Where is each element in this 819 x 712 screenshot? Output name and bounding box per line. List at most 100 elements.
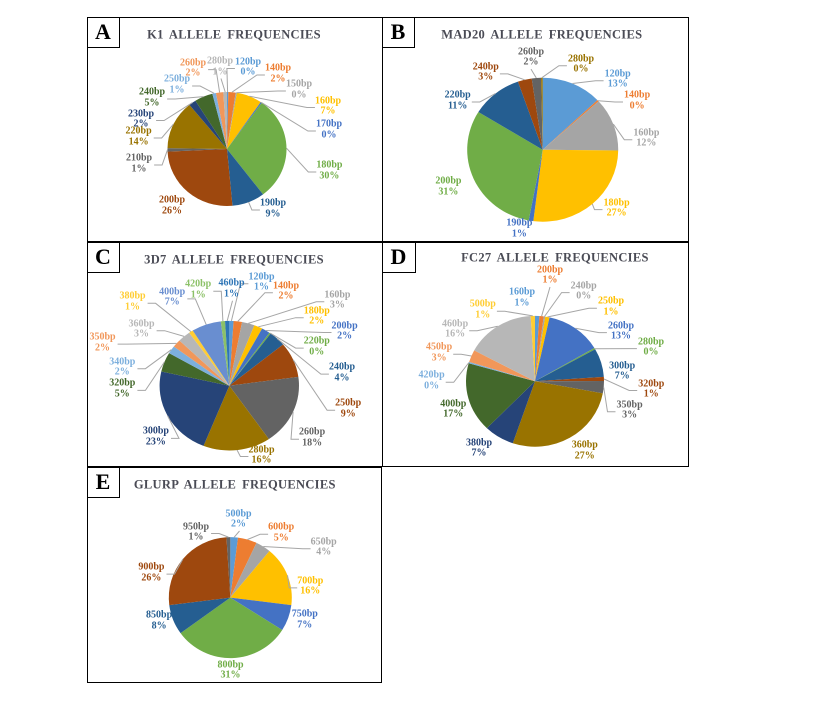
leader-line-250bp bbox=[547, 307, 597, 318]
slice-label-percent: 23% bbox=[145, 436, 166, 448]
slice-label-percent: 13% bbox=[611, 330, 631, 342]
slice-label-percent: 1% bbox=[542, 274, 558, 286]
pie-chart-c bbox=[117, 283, 336, 457]
panel-c: C 3D7 ALLELE FREQUENCIES 120bp 1% 140bp 2% 160… bbox=[86, 241, 383, 467]
leader-line-500bp bbox=[233, 530, 240, 538]
pie-slice-900bp bbox=[168, 537, 231, 606]
slice-label-380bp: 380bp 1% bbox=[119, 290, 146, 313]
leader-line-240bp bbox=[167, 96, 204, 100]
slice-label-category: 400bp bbox=[440, 398, 467, 410]
pie-slice-190bp bbox=[227, 149, 264, 206]
slice-label-percent: 7% bbox=[297, 619, 313, 631]
leader-line-460bp bbox=[469, 325, 498, 332]
pie-slice-200bp bbox=[535, 316, 544, 382]
slice-label-category: 500bp bbox=[225, 508, 252, 519]
slice-label-percent: 2% bbox=[114, 366, 130, 378]
slice-label-percent: 3% bbox=[622, 409, 638, 421]
pie-slice-170bp bbox=[227, 102, 262, 149]
slice-label-500bp: 500bp 2% bbox=[225, 508, 252, 530]
slice-label-percent: 1% bbox=[125, 301, 140, 313]
slice-label-320bp: 320bp 5% bbox=[109, 378, 135, 400]
slice-label-percent: 18% bbox=[302, 437, 323, 449]
slice-label-160bp: 160bp 3% bbox=[324, 290, 350, 311]
leader-line-150bp bbox=[236, 90, 286, 94]
slice-label-420bp: 420bp 0% bbox=[419, 370, 445, 392]
slice-label-460bp: 460bp 16% bbox=[442, 319, 468, 340]
leader-line-120bp bbox=[572, 80, 604, 84]
slice-label-category: 230bp bbox=[127, 108, 155, 119]
slice-label-percent: 2% bbox=[270, 73, 286, 84]
slice-label-percent: 1% bbox=[169, 84, 185, 95]
slice-label-360bp: 360bp 27% bbox=[572, 440, 598, 462]
slice-label-category: 200bp bbox=[331, 320, 358, 331]
panel-d: D FC27 ALLELE FREQUENCIES 160bp 1% 200bp 1% 24… bbox=[381, 241, 689, 467]
panel-letter: E bbox=[95, 469, 111, 495]
slice-label-200bp: 200bp 26% bbox=[159, 195, 185, 217]
slice-label-percent: 1% bbox=[254, 281, 269, 293]
pie-slice-280bp bbox=[541, 77, 543, 150]
slice-label-percent: 4% bbox=[316, 546, 332, 558]
pie-slice-240bp bbox=[195, 93, 227, 149]
slice-label-percent: 4% bbox=[334, 372, 350, 384]
slice-label-140bp: 140bp 0% bbox=[624, 90, 650, 112]
slice-label-category: 280bp bbox=[206, 55, 234, 67]
slice-label-percent: 7% bbox=[320, 105, 336, 117]
slice-label-160bp: 160bp 7% bbox=[315, 95, 341, 117]
leader-line-190bp bbox=[248, 201, 260, 211]
slice-label-percent: 2% bbox=[185, 67, 201, 79]
slice-label-category: 160bp bbox=[508, 286, 536, 298]
slice-label-320bp: 320bp 1% bbox=[638, 378, 664, 400]
leader-line-420bp bbox=[213, 290, 224, 322]
pie-slice-220bp bbox=[167, 104, 227, 149]
leader-line-180bp bbox=[286, 147, 317, 173]
slice-label-150bp: 150bp 0% bbox=[286, 79, 312, 101]
slice-label-240bp: 240bp 5% bbox=[139, 87, 165, 109]
pie-slice-450bp bbox=[469, 350, 535, 382]
slice-label-category: 280bp bbox=[248, 444, 275, 455]
slice-label-category: 750bp bbox=[291, 608, 318, 620]
slice-label-180bp: 180bp 2% bbox=[304, 306, 330, 327]
panel-letter-box-b: B bbox=[381, 16, 415, 48]
leader-line-160bp bbox=[248, 301, 325, 324]
leader-line-380bp bbox=[147, 302, 192, 332]
slice-label-category: 120bp bbox=[604, 68, 631, 80]
slice-label-210bp: 210bp 1% bbox=[126, 153, 152, 175]
slice-label-percent: 0% bbox=[321, 129, 337, 140]
leader-line-210bp bbox=[154, 149, 168, 166]
pie-slice-260bp bbox=[535, 317, 595, 382]
slice-label-category: 300bp bbox=[142, 425, 169, 437]
pie-slice-240bp bbox=[535, 316, 546, 382]
pie-slice-950bp bbox=[226, 537, 231, 598]
slice-label-category: 180bp bbox=[603, 197, 630, 209]
slice-label-260bp: 260bp 18% bbox=[299, 427, 325, 449]
slice-label-280bp: 280bp 0% bbox=[638, 337, 664, 358]
leader-line-320bp bbox=[137, 361, 165, 391]
panel-letter-box-e: E bbox=[86, 466, 120, 498]
slice-label-percent: 2% bbox=[309, 315, 325, 327]
pie-slice-140bp bbox=[229, 321, 243, 386]
panel-letter: B bbox=[390, 19, 406, 45]
leader-line-220bp bbox=[269, 332, 304, 349]
slice-label-percent: 16% bbox=[251, 454, 272, 466]
leader-line-460bp bbox=[226, 300, 233, 322]
pie-slice-280bp bbox=[223, 92, 227, 149]
pie-slice-600bp bbox=[230, 537, 257, 598]
slice-label-category: 420bp bbox=[185, 278, 212, 290]
slice-label-category: 260bp bbox=[179, 57, 207, 69]
slice-label-percent: 31% bbox=[438, 186, 459, 198]
slice-label-category: 180bp bbox=[316, 159, 343, 171]
slice-label-percent: 0% bbox=[240, 66, 256, 78]
slice-label-120bp: 120bp 1% bbox=[248, 272, 274, 293]
pie-chart-d bbox=[445, 286, 638, 447]
slice-label-category: 250bp bbox=[163, 73, 191, 85]
pie-chart-a bbox=[153, 68, 317, 211]
leader-line-420bp bbox=[445, 362, 470, 383]
pie-slice-420bp bbox=[220, 321, 230, 386]
slice-label-category: 250bp bbox=[597, 295, 625, 307]
slice-label-category: 350bp bbox=[616, 399, 643, 411]
slice-label-750bp: 750bp 7% bbox=[291, 608, 318, 631]
slice-label-category: 380bp bbox=[119, 290, 146, 302]
slice-label-220bp: 220bp 0% bbox=[304, 336, 330, 358]
slice-label-category: 350bp bbox=[89, 331, 116, 343]
leader-line-450bp bbox=[453, 353, 472, 357]
